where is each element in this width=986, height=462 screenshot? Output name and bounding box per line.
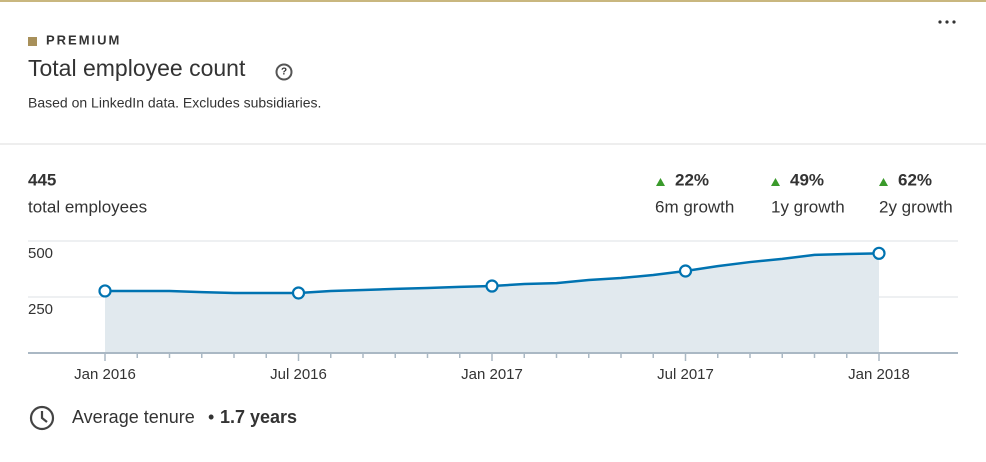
up-arrow (879, 178, 888, 186)
total-count: 445 (28, 170, 56, 189)
point (678, 264, 693, 278)
premium-icon (28, 37, 37, 46)
point (291, 286, 306, 300)
tenure-value: 1.7 years (220, 407, 297, 427)
x-tick-label: Jan 2016 (74, 366, 136, 383)
growth-value: 62% (898, 170, 932, 189)
point (485, 279, 499, 293)
total-label: total employees (28, 197, 147, 216)
chart: 250 500 Jan 2016 Jul 2016 Jan 2017 Jul 2017 Ja… (28, 240, 958, 383)
point (98, 284, 112, 298)
title: Total employee count (28, 55, 246, 81)
area (105, 253, 879, 353)
growth-label: 1y growth (771, 197, 845, 216)
premium-badge: PREMIUM (46, 32, 121, 47)
point (872, 246, 886, 260)
x-tick-label: Jan 2018 (848, 366, 910, 383)
x-tick-label: Jan 2017 (461, 366, 523, 383)
clock-icon (29, 405, 55, 431)
growth-label: 6m growth (655, 197, 734, 216)
up-arrow (656, 178, 665, 186)
subtitle: Based on LinkedIn data. Excludes subsidi… (28, 95, 321, 111)
growth-label: 2y growth (879, 197, 953, 216)
tenure-label: Average tenure (72, 407, 195, 427)
more-menu[interactable] (938, 20, 956, 24)
separator-dot: • (208, 407, 214, 427)
y-tick-label: 500 (28, 245, 53, 262)
growth-value: 22% (675, 170, 709, 189)
x-tick-label: Jul 2016 (270, 366, 327, 383)
x-tick-label: Jul 2017 (657, 366, 714, 383)
help-icon[interactable]: ? (275, 63, 293, 81)
y-tick-label: 250 (28, 301, 53, 318)
growth-value: 49% (790, 170, 824, 189)
up-arrow (771, 178, 780, 186)
premium-border (0, 0, 986, 2)
svg-text:?: ? (281, 67, 287, 78)
